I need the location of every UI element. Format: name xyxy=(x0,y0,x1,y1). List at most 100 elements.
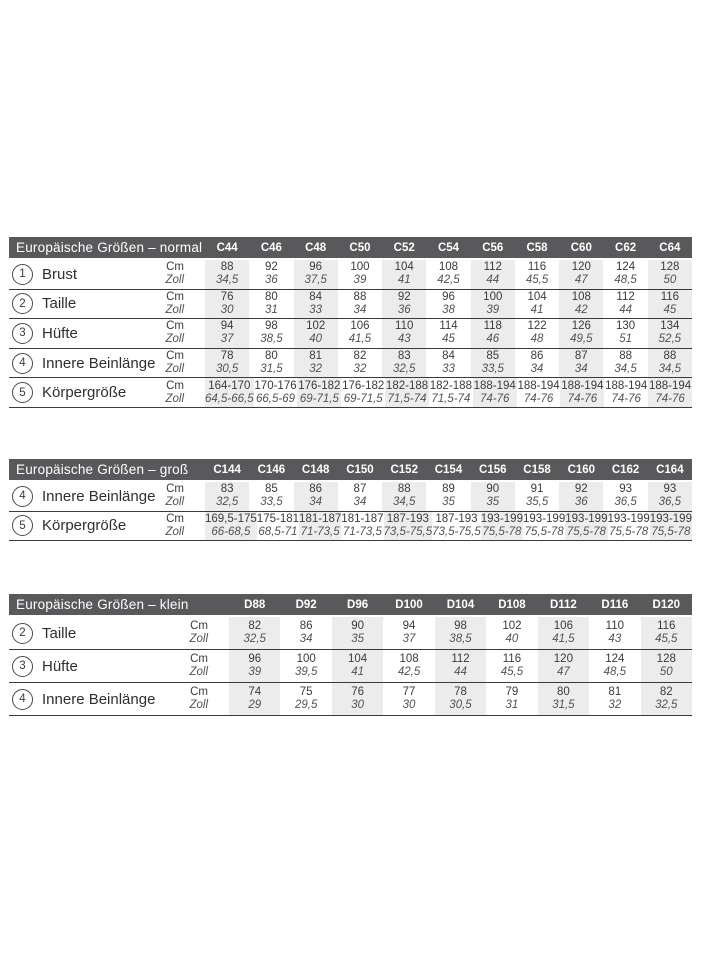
data-cell: 116 45,5 xyxy=(514,260,560,289)
cm-value: 76 xyxy=(351,686,364,698)
zoll-value: 29 xyxy=(248,699,262,711)
zoll-value: 38 xyxy=(442,303,455,316)
zoll-value: 71-73,5 xyxy=(300,525,340,538)
cm-value: 102 xyxy=(306,320,326,333)
row-number-badge: 2 xyxy=(12,293,33,315)
unit-labels: Cm Zoll xyxy=(165,380,205,406)
cm-value: 98 xyxy=(454,620,467,632)
cm-value: 106 xyxy=(350,320,370,333)
cm-value: 193-199 xyxy=(523,512,566,525)
cm-value: 112 xyxy=(483,261,502,274)
data-cell: 81 32 xyxy=(589,683,641,715)
data-cell: 126 49,5 xyxy=(559,319,604,348)
table-title: Europäische Größen – normal xyxy=(16,240,203,255)
cm-value: 89 xyxy=(442,483,455,496)
cm-value: 88 xyxy=(353,290,367,303)
zoll-value: 34 xyxy=(530,363,544,376)
row-number-badge: 4 xyxy=(12,485,33,507)
zoll-value: 66,5-69 xyxy=(256,392,296,405)
zoll-value: 45,5 xyxy=(525,274,549,287)
zoll-value: 34 xyxy=(574,363,588,376)
cm-unit-label: Cm xyxy=(190,620,208,632)
table-row: 3 Hüfte Cm Zoll 94 37 98 38,5 102 40 106 41,5 110 43 1… xyxy=(9,319,692,349)
cm-value: 86 xyxy=(309,483,323,496)
cm-value: 187-193 xyxy=(435,512,478,525)
zoll-value: 35,5 xyxy=(525,496,549,509)
cm-value: 169,5-175 xyxy=(205,512,257,525)
data-cell: 182-188 71,5-74 xyxy=(385,378,429,407)
cm-value: 84 xyxy=(309,290,323,303)
zoll-value: 35 xyxy=(351,633,364,645)
zoll-value: 35 xyxy=(442,496,455,509)
column-header: D112 xyxy=(549,598,577,611)
cm-value: 77 xyxy=(402,686,416,698)
row-header: 2 Taille Cm Zoll xyxy=(9,289,205,319)
column-header: C164 xyxy=(656,463,684,476)
data-cell: 102 40 xyxy=(486,617,538,649)
column-header: C54 xyxy=(437,241,460,254)
cm-value: 100 xyxy=(483,290,503,303)
cm-unit-label: Cm xyxy=(166,483,184,496)
cm-value: 93 xyxy=(663,483,677,496)
cm-value: 193-199 xyxy=(565,512,608,525)
row-label: Innere Beinlänge xyxy=(42,487,156,505)
data-cell: 188-194 74-76 xyxy=(560,378,605,407)
data-cell: 108 42 xyxy=(559,289,604,319)
cm-value: 188-194 xyxy=(648,379,692,392)
zoll-value: 48,5 xyxy=(614,274,637,287)
data-cell: 134 52,5 xyxy=(647,319,692,348)
zoll-value: 33,5 xyxy=(260,496,283,509)
data-cell: 98 38,5 xyxy=(434,617,487,649)
table-row: 4 Innere Beinlänge Cm Zoll 74 29 75 29,5 76 30 77 3… xyxy=(9,683,692,716)
zoll-value: 34 xyxy=(309,496,323,509)
zoll-value: 69-71,5 xyxy=(299,392,339,405)
table-body: 2 Taille Cm Zoll 82 32,5 86 34 90 35 94 37 98 38,5 102… xyxy=(9,617,692,716)
cm-value: 85 xyxy=(265,483,278,496)
cm-value: 76 xyxy=(220,290,234,303)
data-cell: 88 34,5 xyxy=(603,348,648,378)
zoll-unit-label: Zoll xyxy=(165,392,184,405)
column-header: D96 xyxy=(347,598,369,611)
cm-value: 124 xyxy=(605,653,625,665)
row-header: 3 Hüfte Cm Zoll xyxy=(9,650,229,682)
zoll-value: 73,5-75,5 xyxy=(432,525,481,538)
data-cell: 75 29,5 xyxy=(280,683,332,715)
data-cell: 188-194 74-76 xyxy=(472,378,517,407)
data-cell: 86 34 xyxy=(280,617,332,649)
cm-unit-label: Cm xyxy=(190,653,208,665)
cm-value: 87 xyxy=(574,350,588,363)
column-header: C148 xyxy=(301,463,330,476)
cm-value: 82 xyxy=(353,350,367,363)
unit-labels: Cm Zoll xyxy=(165,261,205,287)
unit-labels: Cm Zoll xyxy=(165,291,205,317)
cm-value: 182-188 xyxy=(385,379,429,392)
row-label: Innere Beinlänge xyxy=(42,690,156,708)
cm-value: 88 xyxy=(663,350,677,363)
cm-value: 128 xyxy=(660,261,680,274)
cm-value: 79 xyxy=(505,686,519,698)
row-header: 3 Hüfte Cm Zoll xyxy=(9,319,205,348)
cm-value: 102 xyxy=(502,620,522,632)
data-cell: 128 50 xyxy=(647,260,692,289)
cm-value: 120 xyxy=(553,653,573,665)
cm-value: 83 xyxy=(220,483,234,496)
data-cell: 120 47 xyxy=(537,650,590,682)
zoll-value: 47 xyxy=(556,666,570,678)
data-cell: 78 30,5 xyxy=(434,683,487,715)
cm-value: 181-187 xyxy=(341,512,384,525)
cm-value: 88 xyxy=(619,350,632,363)
zoll-value: 32,5 xyxy=(655,699,678,711)
data-cell: 92 36 xyxy=(382,289,427,319)
data-cell: 108 42,5 xyxy=(383,650,435,682)
cm-value: 110 xyxy=(395,320,414,333)
unit-labels: Cm Zoll xyxy=(165,350,205,376)
table-body: 4 Innere Beinlänge Cm Zoll 83 32,5 85 33,5 86 34 8… xyxy=(9,482,692,542)
zoll-unit-label: Zoll xyxy=(165,525,184,538)
cm-value: 182-188 xyxy=(429,379,472,392)
zoll-value: 41,5 xyxy=(552,633,575,645)
cm-value: 96 xyxy=(309,261,323,274)
cm-value: 92 xyxy=(574,483,588,496)
data-cell: 120 47 xyxy=(559,260,604,289)
zoll-value: 49,5 xyxy=(570,333,593,346)
data-cell: 77 30 xyxy=(383,683,435,715)
